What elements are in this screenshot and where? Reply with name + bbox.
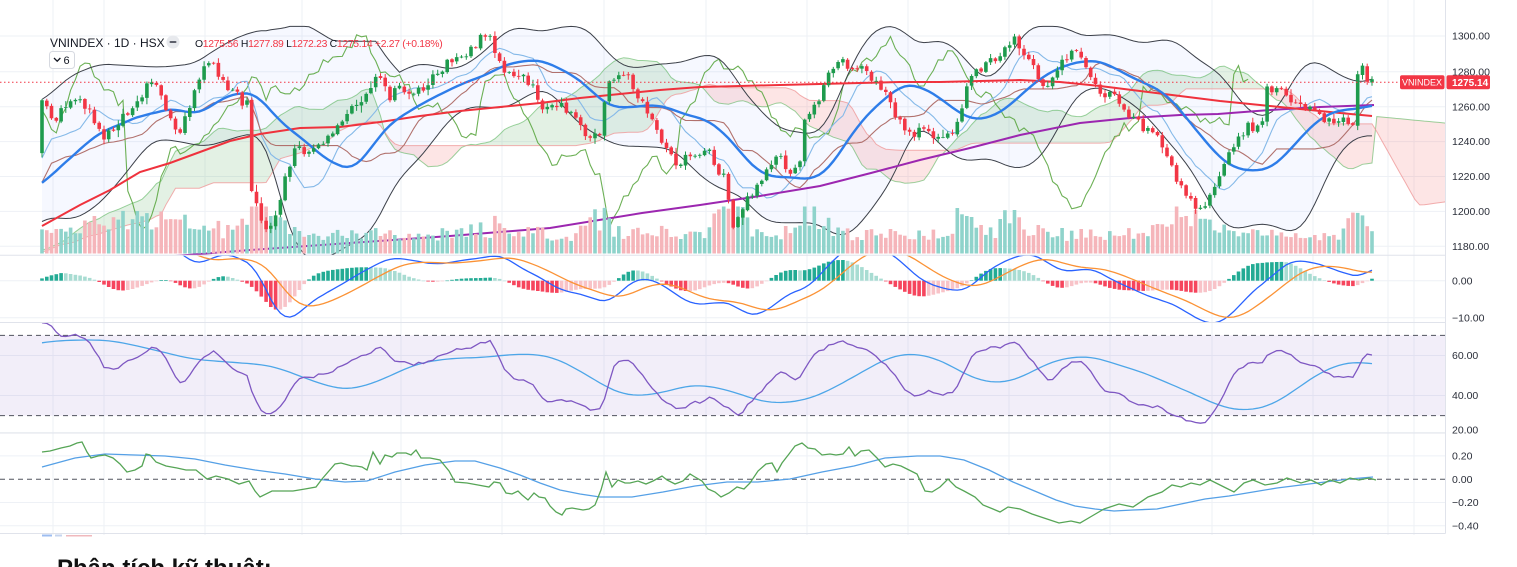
svg-text:0.00: 0.00 [1452, 275, 1473, 287]
svg-text:6: 6 [64, 55, 70, 67]
svg-text:−0.20: −0.20 [1452, 497, 1479, 509]
svg-text:1240.00: 1240.00 [1452, 136, 1490, 148]
svg-text:0.00: 0.00 [1452, 474, 1473, 486]
svg-text:1275.14: 1275.14 [1452, 78, 1489, 89]
svg-text:40.00: 40.00 [1452, 390, 1478, 402]
svg-text:1260.00: 1260.00 [1452, 101, 1490, 113]
svg-text:−0.40: −0.40 [1452, 520, 1479, 532]
svg-text:−10.00: −10.00 [1452, 312, 1485, 324]
svg-text:0.20: 0.20 [1452, 451, 1473, 463]
svg-text:VNINDEX: VNINDEX [1402, 78, 1442, 88]
svg-text:1180.00: 1180.00 [1452, 241, 1489, 253]
svg-text:1220.00: 1220.00 [1452, 171, 1490, 183]
svg-text:60.00: 60.00 [1452, 350, 1478, 362]
svg-text:1300.00: 1300.00 [1452, 31, 1490, 43]
svg-text:1200.00: 1200.00 [1452, 206, 1490, 218]
svg-text:VNINDEX · 1D · HSX: VNINDEX · 1D · HSX [50, 36, 165, 50]
svg-text:20.00: 20.00 [1452, 425, 1478, 437]
svg-text:O1275.56 H1277.89 L1272.23 C12: O1275.56 H1277.89 L1272.23 C1275.14 +2.2… [195, 39, 442, 50]
